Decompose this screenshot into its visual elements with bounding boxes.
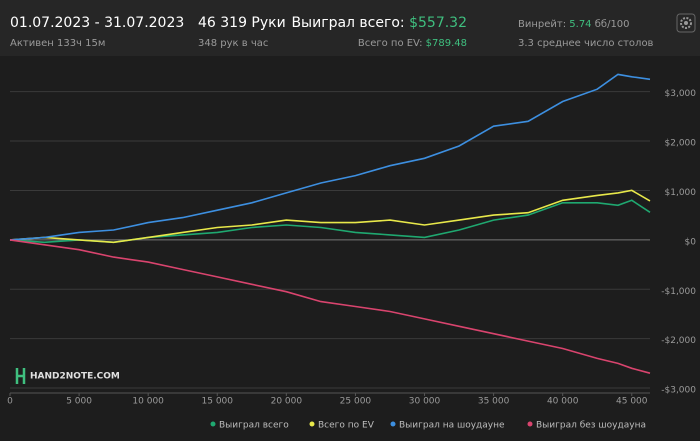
x-tick-label: 25 000 [340, 397, 372, 407]
legend-marker [210, 421, 216, 427]
won-total: Выиграл всего: $557.32 [291, 15, 467, 31]
logo-icon [15, 368, 26, 384]
legend-label: Всего по EV [318, 421, 375, 431]
settings-gear[interactable] [680, 17, 692, 29]
ev-label: Всего по EV: [358, 38, 423, 49]
logo: HAND2NOTE.COM [15, 368, 120, 384]
settings-hub[interactable] [684, 21, 688, 25]
period: 01.07.2023 - 31.07.2023 [10, 15, 184, 31]
x-tick-label: 20 000 [271, 397, 303, 407]
series-line [9, 73, 651, 241]
y-tick-label: -$3,000 [661, 386, 696, 396]
x-tick-label: 30 000 [409, 397, 441, 407]
legend-label: Выиграл всего [219, 421, 289, 431]
tables: 3.3 среднее число столов [518, 38, 654, 49]
hands: 46 319 Руки [198, 15, 286, 31]
series-line [9, 189, 651, 244]
legend-label: Выиграл без шоудауна [536, 421, 646, 431]
winrate-unit: бб/100 [595, 19, 630, 30]
y-tick-label: $1,000 [665, 188, 697, 198]
x-tick-label: 35 000 [478, 397, 510, 407]
hands-per-hour: 348 рук в час [198, 38, 268, 49]
y-tick-label: $2,000 [665, 139, 697, 149]
x-tick-label: 5 000 [66, 397, 92, 407]
x-tick-label: 10 000 [132, 397, 164, 407]
won-value: $557.32 [409, 15, 467, 31]
x-tick-label: 15 000 [202, 397, 234, 407]
y-tick-label: $3,000 [665, 89, 697, 99]
y-tick-label: -$2,000 [661, 336, 696, 346]
winrate: Винрейт: 5.74 бб/100 [518, 19, 630, 30]
series-line [9, 199, 651, 244]
legend-marker [390, 421, 396, 427]
legend-marker [527, 421, 533, 427]
ev-total: Всего по EV: $789.48 [358, 38, 467, 49]
header-bg [0, 0, 700, 56]
settings-button[interactable] [676, 13, 696, 33]
active-time: Активен 133ч 15м [10, 38, 105, 49]
winrate-value: 5.74 [569, 19, 591, 30]
x-tick-label: 45 000 [616, 397, 648, 407]
x-tick-label: 0 [7, 397, 13, 407]
series-line [9, 239, 651, 374]
y-tick-label: $0 [685, 237, 697, 247]
x-tick-label: 40 000 [547, 397, 579, 407]
winrate-label: Винрейт: [518, 19, 566, 30]
legend-label: Выиграл на шоудауне [399, 421, 505, 431]
won-label: Выиграл всего: [291, 15, 404, 31]
ev-value: $789.48 [426, 38, 467, 49]
logo-text: HAND2NOTE.COM [30, 372, 120, 382]
legend-marker [309, 421, 315, 427]
y-tick-label: -$1,000 [661, 287, 696, 297]
settings-frame[interactable] [676, 13, 696, 33]
plot: -$3,000 -$2,000 -$1,000 $0 $1,000 $2,000 $3,00… [7, 73, 697, 407]
